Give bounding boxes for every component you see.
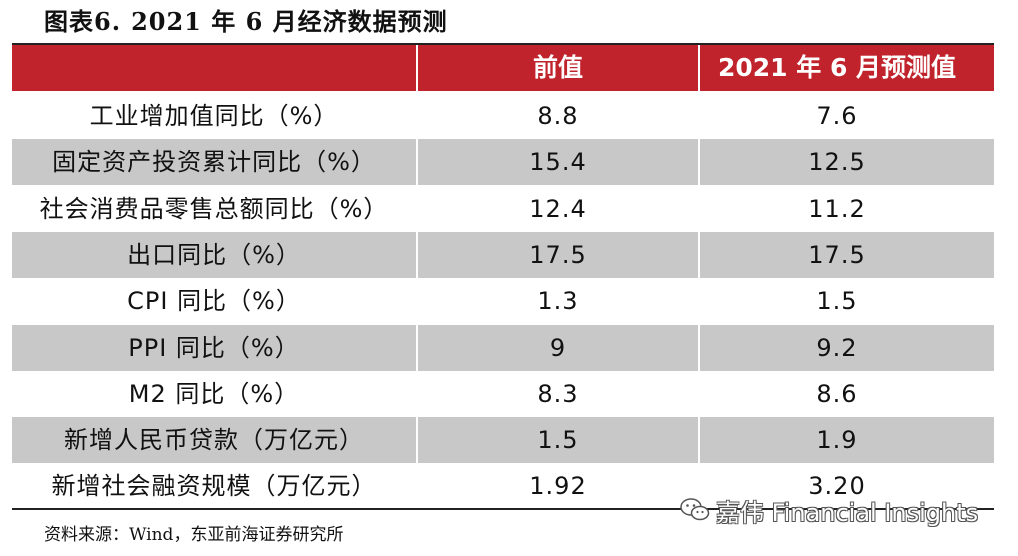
watermark: 嘉伟 Financial Insights bbox=[680, 492, 978, 528]
previous-value-cell: 9 bbox=[549, 333, 567, 362]
previous-value-cell: 15.4 bbox=[529, 148, 587, 177]
table-row: 新增人民币贷款（万亿元） 1.5 1.9 bbox=[12, 417, 994, 464]
table-row: PPI 同比（%） 9 9.2 bbox=[12, 324, 994, 371]
table-row: 固定资产投资累计同比（%） 15.4 12.5 bbox=[12, 139, 994, 186]
forecast-value-cell: 3.20 bbox=[808, 472, 866, 501]
indicator-cell: 出口同比（%） bbox=[127, 240, 301, 269]
header-indicator bbox=[12, 45, 416, 91]
figure-title-text: 2021 年 6 月经济数据预测 bbox=[131, 7, 448, 36]
table-row: CPI 同比（%） 1.3 1.5 bbox=[12, 278, 994, 324]
previous-value-cell: 1.92 bbox=[529, 472, 587, 501]
forecast-value-cell: 8.6 bbox=[816, 379, 858, 408]
watermark-text: 嘉伟 Financial Insights bbox=[716, 498, 979, 527]
indicator-cell: 新增社会融资规模（万亿元） bbox=[51, 472, 377, 501]
indicator-cell: 新增人民币贷款（万亿元） bbox=[64, 426, 364, 455]
table-row: 新增社会融资规模（万亿元） 1.92 3.20 bbox=[12, 463, 994, 509]
header-forecast: 2021 年 6 月预测值 bbox=[717, 53, 957, 82]
table-header: 前值 2021 年 6 月预测值 bbox=[12, 45, 994, 91]
previous-value-cell: 1.3 bbox=[537, 287, 579, 316]
previous-value-cell: 1.5 bbox=[537, 426, 579, 455]
previous-value-cell: 8.3 bbox=[537, 379, 579, 408]
indicator-cell: 固定资产投资累计同比（%） bbox=[52, 148, 376, 177]
table-row: 社会消费品零售总额同比（%） 12.4 11.2 bbox=[12, 186, 994, 232]
figure-title: 图表6. 2021 年 6 月经济数据预测 bbox=[44, 2, 448, 42]
indicator-cell: PPI 同比（%） bbox=[128, 333, 300, 362]
previous-value-cell: 12.4 bbox=[529, 194, 587, 223]
forecast-value-cell: 7.6 bbox=[816, 102, 858, 130]
column-divider bbox=[698, 45, 700, 505]
table-row: M2 同比（%） 8.3 8.6 bbox=[12, 371, 994, 417]
indicator-cell: 社会消费品零售总额同比（%） bbox=[39, 194, 389, 223]
forecast-value-cell: 12.5 bbox=[808, 148, 866, 177]
forecast-value-cell: 11.2 bbox=[808, 194, 866, 223]
indicator-cell: CPI 同比（%） bbox=[127, 287, 301, 316]
figure-label: 图表6. bbox=[44, 7, 122, 36]
table-bottom-rule bbox=[12, 508, 994, 510]
forecast-value-cell: 17.5 bbox=[808, 240, 866, 269]
header-previous: 前值 bbox=[532, 53, 583, 82]
table-top-rule bbox=[12, 43, 994, 45]
table-row: 工业增加值同比（%） 8.8 7.6 bbox=[12, 93, 994, 139]
indicator-cell: M2 同比（%） bbox=[128, 379, 300, 408]
forecast-value-cell: 1.9 bbox=[816, 426, 858, 455]
previous-value-cell: 17.5 bbox=[529, 240, 587, 269]
previous-value-cell: 8.8 bbox=[537, 102, 579, 130]
wechat-icon bbox=[680, 498, 710, 521]
forecast-value-cell: 1.5 bbox=[816, 287, 858, 316]
column-divider bbox=[416, 45, 418, 505]
forecast-value-cell: 9.2 bbox=[816, 333, 858, 362]
indicator-cell: 工业增加值同比（%） bbox=[89, 102, 339, 130]
source-note: 资料来源：Wind，东亚前海证券研究所 bbox=[44, 525, 344, 545]
table-row: 出口同比（%） 17.5 17.5 bbox=[12, 231, 994, 278]
